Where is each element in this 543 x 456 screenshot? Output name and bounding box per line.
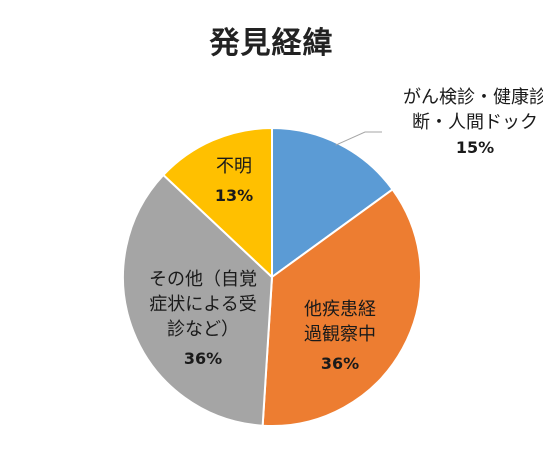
pie-slice-3 (122, 173, 274, 427)
slice-label-4: 不明 (216, 156, 252, 177)
slice-value-label-4: 13% (215, 186, 253, 205)
leader-line (335, 131, 382, 146)
slice-value-label-2: 36% (321, 354, 359, 373)
pie-slice-2 (261, 188, 422, 428)
slice-label-1: 断・人間ドック (412, 112, 538, 133)
slice-label-2: 過観察中 (304, 324, 376, 345)
slice-label-1: がん検診・健康診 (403, 87, 543, 108)
slice-label-3: その他（自覚 (149, 269, 257, 290)
slice-label-3: 診など） (167, 319, 239, 340)
slice-label-3: 症状による受 (149, 294, 256, 315)
pie-slice-4 (161, 126, 273, 280)
slice-label-2: 他疾患経 (304, 299, 376, 320)
pie-slice-1 (271, 126, 394, 279)
slice-value-label-1: 15% (456, 138, 494, 157)
chart-title: 発見経緯 (209, 26, 334, 61)
slice-value-label-3: 36% (184, 349, 222, 368)
